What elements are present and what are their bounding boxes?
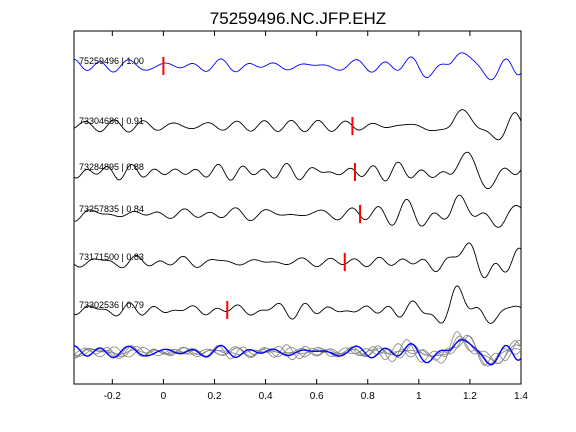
trace-label-73304686: 73304686 | 0.91 [79, 116, 144, 126]
trace-group: 75259496 | 1.00 73304686 | 0.91 73284895 |… [73, 52, 522, 324]
x-tick-label: 1 [416, 391, 422, 402]
trace-line-73257835 [74, 194, 522, 228]
trace-line-73171500 [73, 242, 522, 279]
trace-label-73284895: 73284895 | 0.88 [79, 162, 144, 172]
x-axis: -0.2 0 0.2 0.4 0.6 0.8 1 1.2 1.4 [104, 31, 528, 402]
trace-label-73257835: 73257835 | 0.84 [79, 204, 144, 214]
trace-label-73171500: 73171500 | 0.83 [79, 252, 144, 262]
x-tick-label: 0.4 [259, 391, 273, 402]
stack-overlay-73171500 [73, 335, 522, 366]
x-tick-label: 1.2 [463, 391, 477, 402]
trace-line-73302536 [73, 285, 522, 324]
trace-label-73302536: 73302536 | 0.79 [79, 300, 144, 310]
x-tick-label: 0.8 [361, 391, 375, 402]
trace-line-73284895 [73, 151, 522, 190]
trace-line-73304686 [73, 109, 522, 141]
stack-overlay-73284895 [73, 334, 522, 367]
x-tick-label: 0 [161, 391, 167, 402]
x-tick-label: -0.2 [104, 391, 122, 402]
trace-line-75259496 [73, 52, 522, 81]
x-tick-label: 0.2 [208, 391, 222, 402]
trace-label-75259496: 75259496 | 1.00 [79, 56, 144, 66]
x-tick-label: 1.4 [514, 391, 528, 402]
stack-main-trace [73, 339, 522, 366]
stack-group [73, 331, 522, 367]
stack-overlay-73302536 [73, 331, 522, 364]
chart-title: 75259496.NC.JFP.EHZ [210, 9, 386, 28]
x-tick-label: 0.6 [310, 391, 324, 402]
